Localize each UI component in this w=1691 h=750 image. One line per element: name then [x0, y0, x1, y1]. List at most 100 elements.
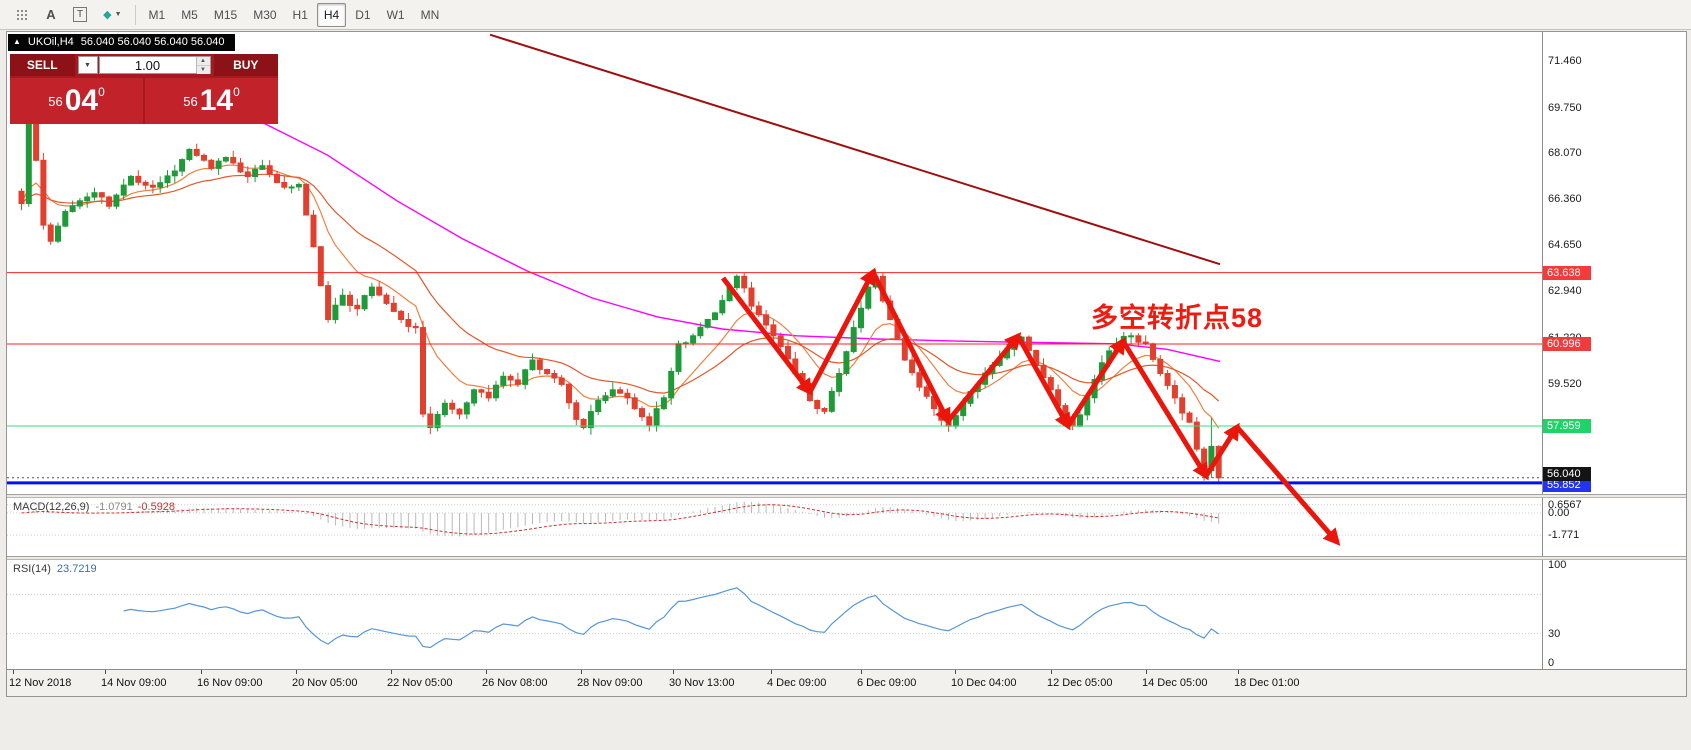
- time-tick: [105, 670, 106, 674]
- buy-price-sup: 0: [233, 85, 240, 99]
- rsi-line: [123, 587, 1220, 649]
- time-axis-label: 18 Dec 01:00: [1234, 677, 1300, 689]
- price-badge: 63.638: [1543, 265, 1591, 280]
- macd-signal-value: -0.5928: [137, 501, 176, 513]
- timeframe-m1[interactable]: M1: [148, 7, 166, 22]
- time-tick: [581, 670, 582, 674]
- price-scale-label: 0.6567: [1548, 498, 1582, 511]
- toolbar: A T ◆ ▼ M1 M5 M15 M30 H1 H4 D1 W1 MN: [0, 0, 1691, 30]
- time-axis-label: 12 Nov 2018: [9, 677, 72, 689]
- price-scale-label: 30: [1548, 627, 1561, 640]
- timeframe-m15[interactable]: M15: [213, 7, 238, 22]
- sell-price-sup: 0: [98, 85, 105, 99]
- price-scale: 71.46069.75068.07066.36064.65062.94061.2…: [1542, 32, 1686, 669]
- macd-name: MACD(12,26,9): [13, 501, 90, 513]
- descending-trendline: [489, 33, 1221, 266]
- drawing-tools-group: A T ◆ ▼: [8, 3, 129, 27]
- price-badge: 55.852: [1543, 477, 1591, 492]
- volume-stepper[interactable]: ▲ ▼: [195, 57, 210, 74]
- macd-label: MACD(12,26,9) -1.0791 -0.5928: [13, 501, 175, 513]
- macd-signal-line: [21, 504, 1219, 535]
- time-tick: [1146, 670, 1147, 674]
- volume-input[interactable]: 1.00: [134, 58, 161, 73]
- time-axis-label: 12 Dec 05:00: [1047, 677, 1113, 689]
- price-badge: 56.040: [1543, 466, 1591, 481]
- price-scale-label: 71.460: [1548, 55, 1582, 68]
- time-tick: [486, 670, 487, 674]
- volume-down-button[interactable]: ▼: [196, 66, 210, 74]
- time-axis-label: 14 Nov 09:00: [101, 677, 167, 689]
- buy-button[interactable]: BUY: [213, 54, 278, 76]
- price-scale-label: 69.750: [1548, 101, 1582, 114]
- timeframe-m30[interactable]: M30: [253, 7, 277, 22]
- price-badge: 60.996: [1543, 336, 1591, 351]
- timeframe-buttons-group: M1 M5 M15 M30 H1 H4 D1 W1 MN: [142, 2, 447, 27]
- time-axis-label: 10 Dec 04:00: [951, 677, 1017, 689]
- time-axis-label: 4 Dec 09:00: [767, 677, 827, 689]
- time-tick: [1238, 670, 1239, 674]
- time-tick: [1051, 670, 1052, 674]
- sell-price[interactable]: 56 04 0: [10, 78, 143, 124]
- timeframe-m5[interactable]: M5: [181, 7, 198, 22]
- symbol-timeframe-label: UKOil,H4: [27, 36, 74, 48]
- time-axis-label: 28 Nov 09:00: [577, 677, 643, 689]
- rsi-canvas[interactable]: [7, 560, 1542, 669]
- volume-field[interactable]: 1.00 ▲ ▼: [98, 56, 211, 74]
- buy-price[interactable]: 56 14 0: [145, 78, 278, 124]
- text-tool-icon[interactable]: T: [66, 3, 94, 27]
- rsi-panel[interactable]: RSI(14) 23.7219: [7, 560, 1542, 669]
- rsi-value: 23.7219: [56, 563, 97, 575]
- sell-price-small: 56: [48, 93, 63, 109]
- price-chart-panel[interactable]: ▲ UKOil,H4 56.040 56.040 56.040 56.040 S…: [7, 32, 1542, 494]
- time-tick: [861, 670, 862, 674]
- time-tick: [955, 670, 956, 674]
- price-scale-label: 0: [1548, 657, 1555, 669]
- buy-price-small: 56: [183, 93, 198, 109]
- price-scale-label: 68.070: [1548, 146, 1582, 159]
- magenta-moving-average: [184, 89, 1221, 363]
- grid-dots-icon[interactable]: [8, 3, 36, 27]
- volume-dropdown[interactable]: ▼: [77, 56, 98, 74]
- text-label-icon[interactable]: A: [46, 7, 56, 22]
- time-tick: [391, 670, 392, 674]
- sell-button[interactable]: SELL: [10, 54, 75, 76]
- price-badge: 57.959: [1543, 418, 1591, 433]
- chart-icon: ▲: [13, 37, 21, 46]
- panel-splitter[interactable]: [7, 556, 1686, 560]
- timeframe-w1[interactable]: W1: [386, 7, 405, 22]
- draw-shapes-icon[interactable]: ◆ ▼: [103, 9, 122, 21]
- timeframe-h4[interactable]: H4: [316, 2, 347, 27]
- chevron-down-icon: ▼: [84, 61, 91, 69]
- timeframe-h1[interactable]: H1: [292, 7, 308, 22]
- one-click-trading-panel: SELL ▼ 1.00 ▲ ▼ BUY 56 04 0: [10, 54, 278, 124]
- macd-canvas[interactable]: [7, 498, 1542, 556]
- timeframe-d1[interactable]: D1: [355, 7, 371, 22]
- chart-window: ▲ UKOil,H4 56.040 56.040 56.040 56.040 S…: [6, 31, 1687, 697]
- macd-histogram: [28, 501, 1220, 537]
- price-scale-label: 100: [1548, 559, 1567, 571]
- volume-up-button[interactable]: ▲: [196, 57, 210, 66]
- time-axis-label: 16 Nov 09:00: [197, 677, 263, 689]
- price-scale-label: 62.940: [1548, 285, 1582, 298]
- chart-title: ▲ UKOil,H4 56.040 56.040 56.040 56.040: [8, 34, 235, 51]
- timeframe-mn[interactable]: MN: [420, 7, 440, 22]
- time-axis-label: 22 Nov 05:00: [387, 677, 453, 689]
- time-axis: 12 Nov 2018 14 Nov 09:00 16 Nov 09:00 20 No…: [7, 669, 1686, 696]
- macd-panel[interactable]: MACD(12,26,9) -1.0791 -0.5928: [7, 498, 1542, 556]
- ohlc-quotes: 56.040 56.040 56.040 56.040: [80, 36, 225, 48]
- price-scale-label: 59.520: [1548, 377, 1582, 390]
- price-scale-label: -1.771: [1548, 529, 1580, 542]
- toolbar-separator: [134, 4, 136, 25]
- buy-price-big: 14: [199, 84, 234, 117]
- time-tick: [13, 670, 14, 674]
- rsi-label: RSI(14) 23.7219: [13, 563, 97, 575]
- sell-price-big: 04: [64, 84, 99, 117]
- panel-splitter[interactable]: [7, 494, 1686, 498]
- price-scale-label: 64.650: [1548, 239, 1582, 252]
- price-scale-label: 0.00: [1548, 507, 1570, 519]
- time-tick: [296, 670, 297, 674]
- time-tick: [673, 670, 674, 674]
- macd-main-value: -1.0791: [95, 501, 133, 513]
- rsi-name: RSI(14): [13, 563, 51, 575]
